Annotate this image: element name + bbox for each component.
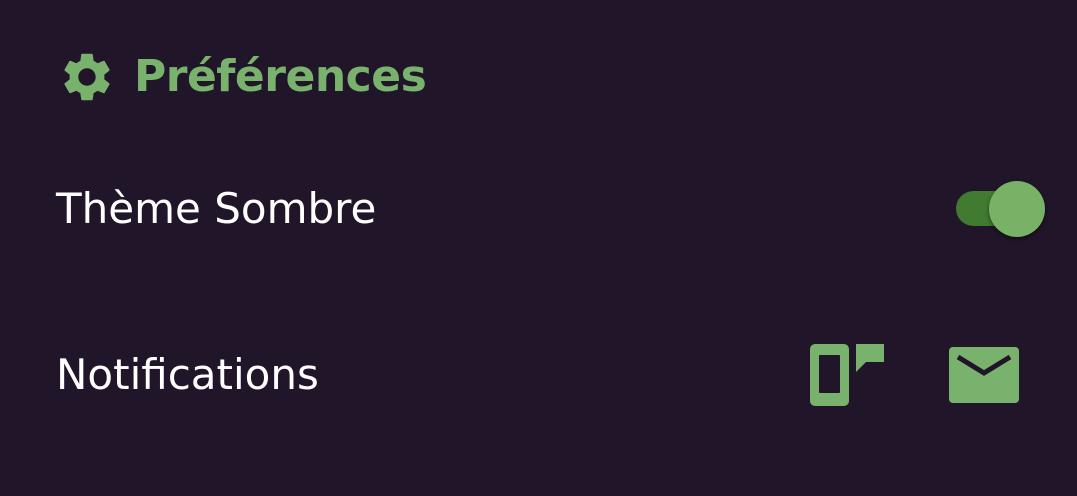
toggle-knob — [989, 181, 1045, 237]
dark-theme-toggle[interactable] — [954, 178, 1048, 240]
page-title: Préférences — [134, 51, 427, 102]
dark-theme-label: Thème Sombre — [56, 184, 377, 233]
phone-notification-button[interactable] — [808, 342, 888, 408]
gear-icon — [58, 48, 116, 106]
preferences-header: Préférences — [58, 44, 427, 110]
mail-icon — [946, 344, 1022, 406]
email-notification-button[interactable] — [946, 344, 1022, 406]
notifications-label: Notifications — [56, 350, 319, 399]
phone-message-icon — [808, 342, 888, 408]
